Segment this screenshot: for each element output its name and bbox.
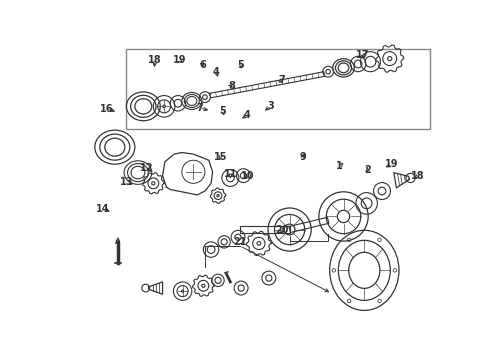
Text: 9: 9 (299, 152, 306, 162)
Text: 5: 5 (219, 106, 226, 116)
Text: 4: 4 (244, 110, 251, 120)
Text: 7: 7 (196, 103, 203, 113)
Text: 1: 1 (336, 161, 343, 171)
Text: 18: 18 (148, 55, 162, 65)
Text: 6: 6 (199, 60, 206, 70)
Bar (125, 49, 430, 130)
Text: 15: 15 (214, 152, 227, 162)
Text: 17: 17 (356, 50, 369, 60)
Text: 7: 7 (278, 75, 285, 85)
Text: 4: 4 (213, 67, 220, 77)
Text: 20: 20 (275, 225, 289, 235)
Text: 5: 5 (238, 60, 245, 70)
Text: 3: 3 (267, 101, 274, 111)
Text: 8: 8 (228, 81, 235, 91)
Text: 12: 12 (141, 163, 154, 173)
Text: 19: 19 (385, 159, 399, 169)
Text: 13: 13 (121, 177, 134, 187)
Text: 2: 2 (364, 165, 371, 175)
Text: 21: 21 (233, 237, 246, 247)
Text: 16: 16 (100, 104, 114, 114)
Text: 14: 14 (96, 204, 109, 214)
Text: 18: 18 (412, 171, 425, 181)
Text: 19: 19 (173, 55, 186, 65)
Text: 11: 11 (223, 169, 237, 179)
Text: 10: 10 (241, 171, 254, 181)
